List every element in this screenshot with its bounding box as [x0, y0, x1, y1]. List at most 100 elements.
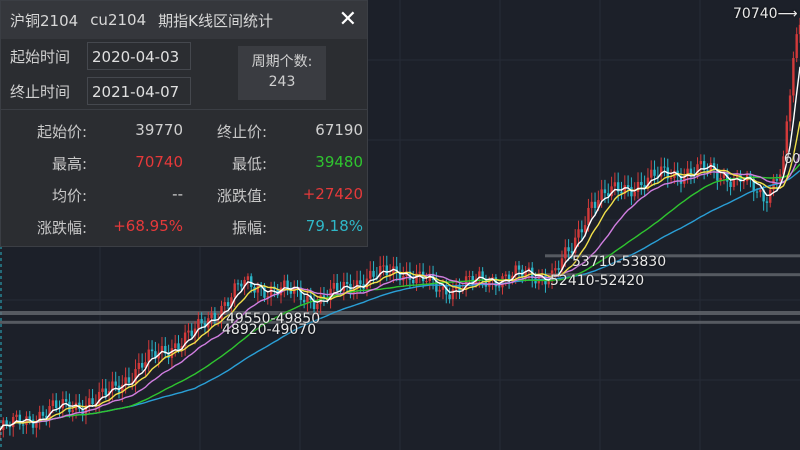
candle-body — [689, 168, 693, 175]
candle-body — [765, 201, 769, 203]
stat-label: 涨跌幅: — [36, 219, 87, 237]
right-edge-label: 60 — [784, 152, 800, 167]
candle-body — [574, 237, 577, 253]
stat-value: +68.95% — [113, 217, 183, 235]
zone-label: 52410-52420 — [550, 273, 645, 289]
candle-body — [679, 176, 683, 184]
candle-body — [663, 166, 666, 168]
candle-body — [81, 408, 84, 415]
candle-body — [256, 285, 260, 293]
candle-body — [633, 191, 636, 197]
divider — [1, 109, 367, 110]
candle-body — [600, 189, 603, 201]
candle-body — [35, 421, 38, 428]
candle-body — [471, 276, 474, 284]
candle-body — [316, 303, 319, 309]
candle-body — [709, 163, 712, 171]
candle-body — [742, 181, 746, 183]
stat-label: 起始价: — [36, 123, 87, 141]
candle-body — [385, 265, 388, 276]
candle-body — [686, 168, 689, 177]
candle-body — [111, 381, 114, 392]
candle-body — [395, 266, 398, 273]
candle-body — [84, 405, 88, 415]
candle-body — [795, 34, 798, 59]
candle-body — [240, 283, 243, 287]
candle-body — [441, 286, 445, 290]
candle-body — [706, 169, 709, 171]
period-count: 周期个数: 243 — [238, 46, 326, 100]
candle-body — [203, 323, 207, 328]
candle-body — [755, 191, 759, 193]
ma20-line — [0, 153, 800, 431]
candle-body — [187, 330, 190, 333]
candle-body — [18, 414, 22, 425]
candle-body — [653, 169, 656, 176]
candle-body — [64, 399, 68, 402]
candle-body — [785, 121, 788, 157]
candle-body — [524, 271, 527, 277]
candle-body — [616, 182, 620, 192]
candle-body — [603, 189, 607, 194]
candle-body — [607, 193, 610, 197]
candle-body — [388, 273, 392, 276]
candle-body — [507, 274, 511, 282]
candle-body — [160, 345, 164, 353]
candle-body — [597, 200, 600, 208]
candle-body — [782, 156, 785, 175]
candle-body — [230, 297, 233, 307]
candle-body — [620, 191, 623, 194]
stat-label: 最高: — [51, 155, 87, 173]
candle-body — [124, 377, 127, 385]
candle-body — [643, 185, 646, 189]
candle-body — [669, 177, 673, 179]
candle-body — [359, 280, 362, 285]
candle-body — [547, 281, 550, 285]
candle-body — [415, 273, 418, 284]
candle-body — [121, 384, 124, 393]
candle-body — [650, 169, 653, 178]
stat-label: 均价: — [51, 187, 87, 205]
candle-body — [0, 429, 2, 431]
candle-body — [213, 312, 217, 320]
candle-body — [190, 330, 193, 336]
candle-body — [729, 181, 732, 187]
close-icon[interactable]: ✕ — [338, 7, 357, 32]
candle-body — [696, 164, 699, 176]
candle-body — [302, 299, 306, 303]
candle-body — [564, 247, 567, 259]
candle-body — [557, 268, 560, 270]
candle-body — [283, 280, 286, 288]
candle-body — [154, 351, 157, 359]
candle-body — [104, 388, 107, 396]
candle-body — [114, 381, 117, 386]
candle-body — [788, 95, 792, 122]
candle-body — [48, 406, 51, 418]
candle-body — [464, 276, 468, 289]
start-time-input[interactable]: 2020-04-03 — [87, 42, 191, 70]
stat-value: -- — [172, 185, 183, 203]
candle-body — [345, 282, 349, 284]
candle-body — [140, 362, 144, 368]
candle-body — [593, 201, 597, 208]
candle-body — [38, 411, 41, 422]
candle-body — [12, 416, 15, 428]
end-time-input[interactable]: 2021-04-07 — [87, 77, 191, 105]
candle-body — [719, 177, 722, 181]
candle-body — [51, 400, 55, 407]
candle-body — [369, 270, 372, 279]
candle-body — [412, 279, 415, 284]
candle-body — [144, 362, 147, 368]
high-price-marker: 70740⟶ — [733, 6, 798, 22]
candle-body — [484, 278, 488, 287]
candle-body — [193, 328, 197, 336]
candle-body — [613, 182, 617, 187]
candle-body — [289, 288, 293, 294]
candle-body — [147, 349, 150, 363]
candle-body — [722, 173, 726, 178]
ma5-line — [0, 66, 800, 431]
candle-body — [504, 274, 507, 277]
candle-body — [28, 416, 31, 420]
candle-body — [243, 279, 246, 287]
candle-body — [451, 289, 455, 300]
